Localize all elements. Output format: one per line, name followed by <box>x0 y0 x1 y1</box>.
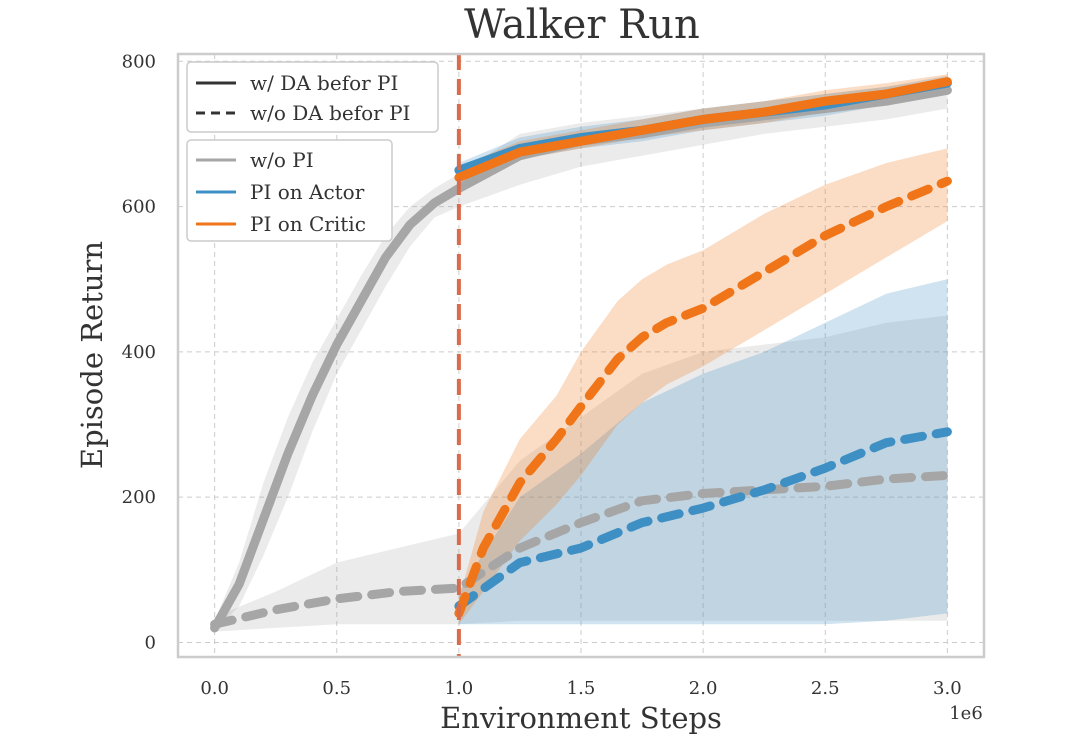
pi-on-actor-no-da-line <box>454 427 952 611</box>
x-axis-label: Environment Steps <box>440 701 722 735</box>
x-tick-label: 0.5 <box>322 678 351 699</box>
x-tick-label: 1.0 <box>445 678 474 699</box>
pi-on-critic-da-line <box>454 77 952 182</box>
legend-style-box <box>186 61 439 133</box>
legend-label-pi-on-critic: PI on Critic <box>250 212 366 236</box>
x-tick-label: 2.5 <box>811 678 840 699</box>
y-tick-label: 200 <box>122 487 156 508</box>
y-tick-label: 600 <box>122 197 156 218</box>
legend-label-w-o-da-befor-pi: w/o DA befor PI <box>250 101 410 125</box>
legend-color-box <box>186 139 393 242</box>
x-tick-label: 3.0 <box>933 678 962 699</box>
y-tick-label: 800 <box>122 51 156 72</box>
legend: w/ DA befor PI w/o DA befor PI w/o PI PI on… <box>186 61 439 242</box>
legend-label-w-da-befor-pi: w/ DA befor PI <box>250 71 398 95</box>
tick-layer: 0.0 0.5 1.0 1.5 2.0 2.5 3.0 0 200 400 600 800 <box>122 51 962 699</box>
pi-on-critic-no-da-band <box>458 148 948 625</box>
plot-frame <box>176 52 986 659</box>
x-tick-label: 0.0 <box>200 678 229 699</box>
x-tick-label: 2.0 <box>689 678 718 699</box>
line-layer <box>210 77 952 633</box>
x-axis-multiplier: 1e6 <box>949 703 983 724</box>
pi-on-actor-no-da-band <box>458 279 948 625</box>
x-tick-label: 1.5 <box>567 678 596 699</box>
y-axis-label: Episode Return <box>75 241 109 469</box>
legend-label-w-o-pi: w/o PI <box>250 148 314 172</box>
w-o-pi-no-da-band <box>214 315 948 632</box>
chart-title: Walker Run <box>464 2 700 48</box>
legend-label-pi-on-actor: PI on Actor <box>250 180 365 204</box>
y-tick-label: 0 <box>145 632 156 653</box>
w-o-pi-no-da-line <box>210 470 952 629</box>
y-tick-label: 400 <box>122 342 156 363</box>
pi-on-critic-no-da-line <box>454 176 952 618</box>
